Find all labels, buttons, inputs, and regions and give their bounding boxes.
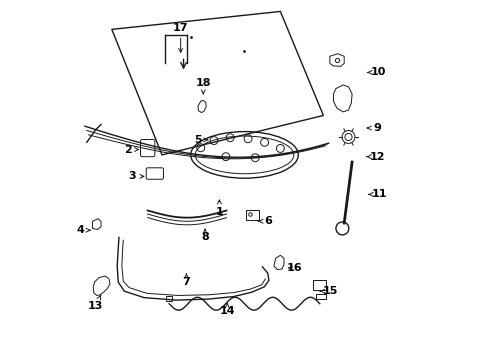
Text: 16: 16 (286, 263, 302, 273)
Text: 12: 12 (366, 152, 384, 162)
Text: 15: 15 (320, 286, 338, 296)
Text: 13: 13 (88, 295, 103, 311)
Text: 18: 18 (195, 78, 211, 94)
Text: 3: 3 (128, 171, 143, 181)
Text: 1: 1 (215, 200, 223, 217)
Text: 5: 5 (194, 135, 207, 145)
Text: 2: 2 (124, 144, 138, 154)
Text: 6: 6 (258, 216, 271, 226)
Text: 7: 7 (182, 274, 190, 287)
Text: 17: 17 (173, 23, 188, 53)
Text: 10: 10 (366, 67, 385, 77)
Text: 11: 11 (367, 189, 386, 199)
Text: 14: 14 (219, 303, 235, 316)
Text: 4: 4 (76, 225, 90, 235)
Text: 8: 8 (201, 229, 208, 242)
Text: 9: 9 (366, 123, 380, 133)
